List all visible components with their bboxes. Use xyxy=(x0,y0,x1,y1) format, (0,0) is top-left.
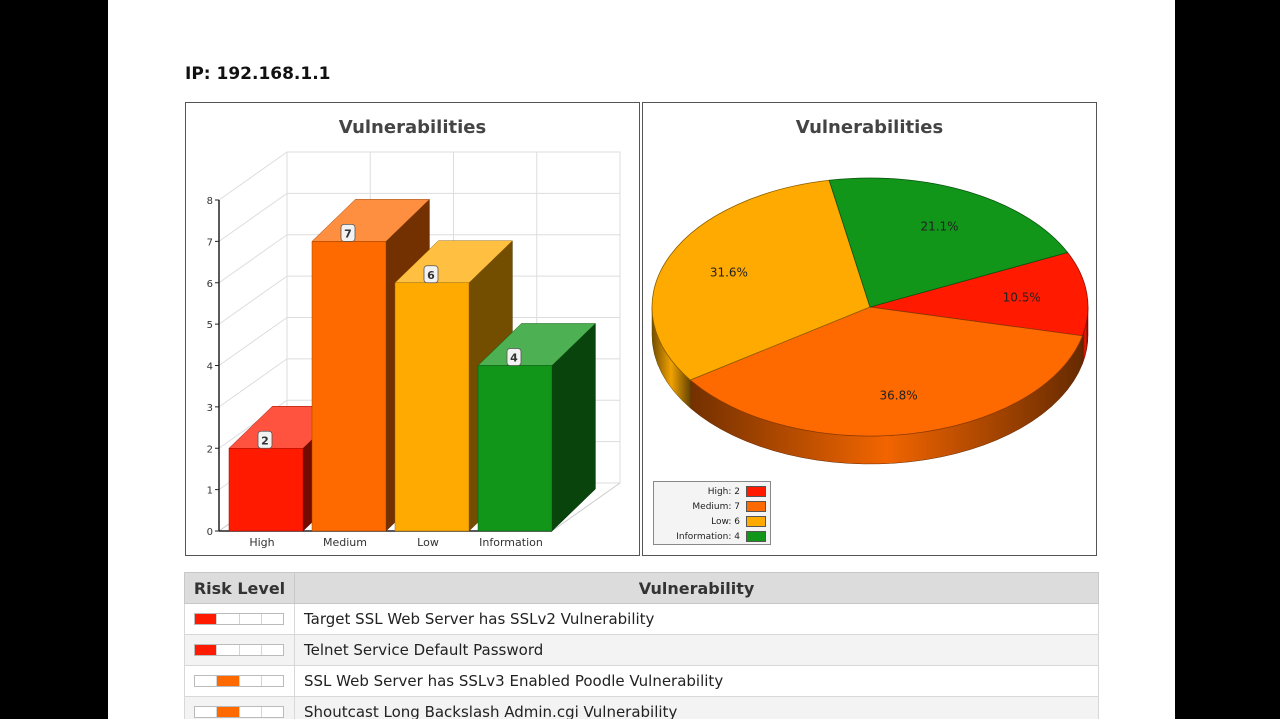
risk-level-meter xyxy=(194,644,284,656)
bar-value-label-box xyxy=(423,265,439,284)
legend-swatch xyxy=(746,501,766,512)
bar-front-face xyxy=(477,365,553,532)
pie-percent-label: 21.1% xyxy=(920,220,958,234)
pie-slice-information xyxy=(828,177,1069,308)
legend-label: Information: 4 xyxy=(676,532,740,542)
vulnerability-header[interactable]: Vulnerability xyxy=(294,572,1099,604)
report-page: IP: 192.168.1.1 0 1 2 3 4 5 6 7 8 2 High 7 Medium 6 Lo… xyxy=(108,0,1175,719)
table-header-row: Risk Level Vulnerability xyxy=(184,572,1099,604)
bar-value-label: 2 xyxy=(261,434,269,447)
legend-swatch xyxy=(746,486,766,497)
bar-information xyxy=(477,322,597,532)
risk-level-meter xyxy=(194,613,284,625)
bar-front-face xyxy=(311,241,387,532)
x-tick-label: Medium xyxy=(323,536,367,549)
table-row[interactable]: Target SSL Web Server has SSLv2 Vulnerab… xyxy=(184,603,1099,635)
legend-item-high: High: 2 xyxy=(654,485,770,500)
bar-chart-title: Vulnerabilities xyxy=(338,117,487,138)
pie-chart: 10.5% 36.8% 31.6% 21.1% xyxy=(651,177,1089,465)
y-tick-label: 8 xyxy=(207,196,213,207)
vulnerability-link[interactable]: SSL Web Server has SSLv3 Enabled Poodle … xyxy=(294,665,1099,697)
pie-chart-title: Vulnerabilities xyxy=(795,117,944,138)
risk-level-meter xyxy=(194,706,284,718)
table-row[interactable]: Shoutcast Long Backslash Admin.cgi Vulne… xyxy=(184,696,1099,719)
x-tick-label: High xyxy=(249,536,274,549)
bar-value-label: 7 xyxy=(344,227,352,240)
y-tick-label: 4 xyxy=(207,362,213,373)
bar-value-label-box xyxy=(340,223,356,242)
ip-heading: IP: 192.168.1.1 xyxy=(185,64,331,84)
bar-front-face xyxy=(228,448,304,532)
risk-level-meter xyxy=(194,675,284,687)
legend-item-low: Low: 6 xyxy=(654,515,770,530)
pie-slice-medium xyxy=(689,306,1084,437)
pie-percent-label: 10.5% xyxy=(1003,290,1041,304)
x-tick-label: Low xyxy=(417,536,439,549)
risk-level-header[interactable]: Risk Level xyxy=(184,572,295,604)
pie-slice-low xyxy=(651,179,871,381)
risk-level-cell xyxy=(184,696,295,719)
risk-level-cell xyxy=(184,634,295,666)
pie-chart-panel: 10.5% 36.8% 31.6% 21.1% Vulnerabilities Hig… xyxy=(642,102,1097,556)
risk-level-cell xyxy=(184,603,295,635)
y-tick-label: 3 xyxy=(207,403,213,414)
bar-front-face xyxy=(394,282,470,532)
legend-swatch xyxy=(746,516,766,527)
pie-legend: High: 2 Medium: 7 Low: 6 Information: 4 xyxy=(653,481,771,545)
bar-value-label-box xyxy=(257,430,273,449)
table-row[interactable]: Telnet Service Default Password xyxy=(184,634,1099,666)
legend-swatch xyxy=(746,531,766,542)
y-tick-label: 5 xyxy=(207,320,213,331)
legend-label: Medium: 7 xyxy=(692,502,740,512)
bar-chart: 0 1 2 3 4 5 6 7 8 2 High 7 Medium 6 Low 4 Information xyxy=(207,151,621,549)
y-tick-label: 7 xyxy=(207,237,213,248)
pie-slice-high xyxy=(869,252,1089,337)
legend-item-medium: Medium: 7 xyxy=(654,500,770,515)
bar-value-label: 4 xyxy=(510,352,518,365)
legend-label: High: 2 xyxy=(707,487,740,497)
legend-label: Low: 6 xyxy=(711,517,740,527)
legend-item-information: Information: 4 xyxy=(654,530,770,545)
vulnerability-link[interactable]: Target SSL Web Server has SSLv2 Vulnerab… xyxy=(294,603,1099,635)
pie-percent-label: 36.8% xyxy=(880,389,918,403)
x-tick-label: Information xyxy=(479,536,543,549)
vulnerability-link[interactable]: Telnet Service Default Password xyxy=(294,634,1099,666)
table-row[interactable]: SSL Web Server has SSLv3 Enabled Poodle … xyxy=(184,665,1099,697)
vulnerability-table: Risk Level Vulnerability Target SSL Web … xyxy=(184,572,1099,719)
vulnerability-link[interactable]: Shoutcast Long Backslash Admin.cgi Vulne… xyxy=(294,696,1099,719)
y-tick-label: 6 xyxy=(207,279,213,290)
bar-chart-panel: 0 1 2 3 4 5 6 7 8 2 High 7 Medium 6 Low 4 Information Vu… xyxy=(185,102,640,556)
bar-value-label: 6 xyxy=(427,269,435,282)
y-tick-label: 2 xyxy=(207,444,213,455)
y-tick-label: 0 xyxy=(207,527,213,538)
risk-level-cell xyxy=(184,665,295,697)
y-tick-label: 1 xyxy=(207,486,213,497)
pie-percent-label: 31.6% xyxy=(710,266,748,280)
bar-value-label-box xyxy=(506,348,522,366)
